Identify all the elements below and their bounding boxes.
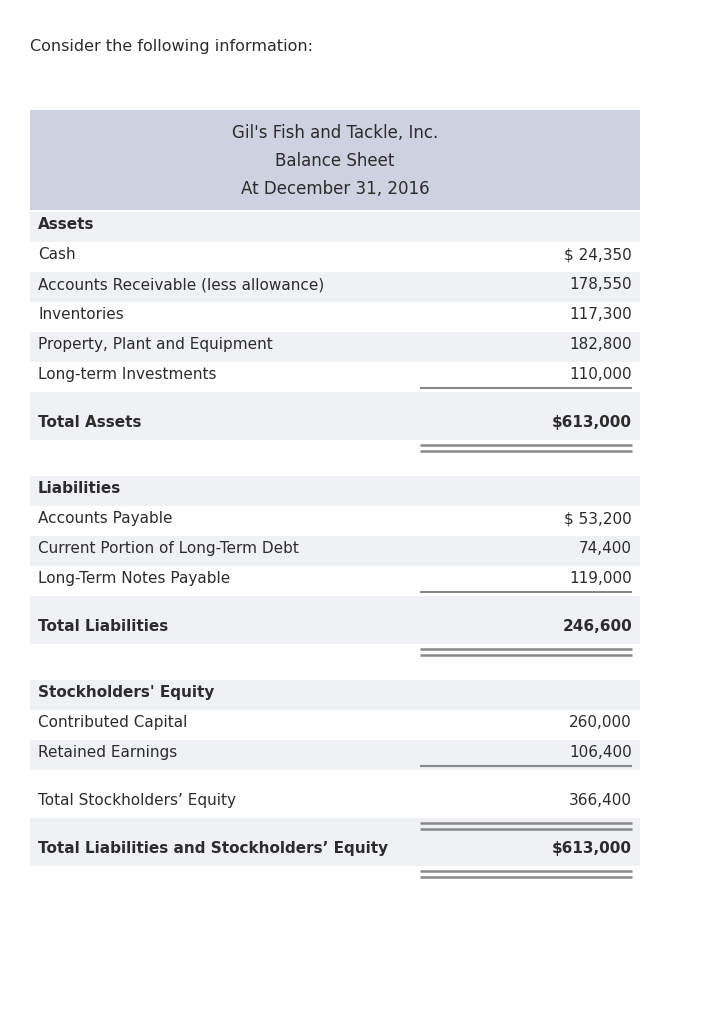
Bar [30,770,640,788]
Bar [30,710,640,740]
Bar [30,506,640,536]
Text: 246,600: 246,600 [563,620,632,635]
Text: Inventories: Inventories [38,307,124,323]
Text: Total Stockholders’ Equity: Total Stockholders’ Equity [38,794,236,808]
Text: 74,400: 74,400 [579,542,632,556]
Bar [30,614,640,644]
Text: Retained Earnings: Retained Earnings [38,745,177,761]
Text: 260,000: 260,000 [569,716,632,730]
Bar [30,836,640,866]
Text: 182,800: 182,800 [569,337,632,352]
Bar [30,644,640,662]
Bar [30,662,640,680]
Bar [30,392,640,410]
Text: 106,400: 106,400 [569,745,632,761]
Text: Gil's Fish and Tackle, Inc.: Gil's Fish and Tackle, Inc. [232,124,438,142]
Text: Consider the following information:: Consider the following information: [30,39,313,54]
Text: Stockholders' Equity: Stockholders' Equity [38,685,214,700]
Bar [30,332,640,362]
Text: Total Assets: Total Assets [38,416,141,430]
Bar [30,740,640,770]
Bar [30,866,640,884]
Text: Long-term Investments: Long-term Investments [38,368,216,382]
Bar [30,272,640,302]
Text: $ 53,200: $ 53,200 [564,511,632,526]
Text: Liabilities: Liabilities [38,481,121,497]
Bar [30,680,640,710]
Text: Property, Plant and Equipment: Property, Plant and Equipment [38,337,273,352]
Text: 366,400: 366,400 [569,794,632,808]
Bar [30,566,640,596]
Bar [30,536,640,566]
Text: Long-Term Notes Payable: Long-Term Notes Payable [38,571,230,587]
Text: Balance Sheet: Balance Sheet [275,152,395,170]
Text: Current Portion of Long-Term Debt: Current Portion of Long-Term Debt [38,542,299,556]
Bar [30,212,640,242]
Text: Contributed Capital: Contributed Capital [38,716,188,730]
Bar [30,302,640,332]
Bar [30,242,640,272]
Text: Assets: Assets [38,217,95,232]
Text: Cash: Cash [38,248,75,262]
Text: At December 31, 2016: At December 31, 2016 [240,180,429,198]
Text: Total Liabilities: Total Liabilities [38,620,168,635]
Bar [30,410,640,440]
Bar [30,788,640,818]
Bar [30,440,640,458]
Text: 119,000: 119,000 [569,571,632,587]
Text: Accounts Payable: Accounts Payable [38,511,172,526]
Bar [30,362,640,392]
Text: 178,550: 178,550 [569,278,632,293]
Bar [30,476,640,506]
Text: Accounts Receivable (less allowance): Accounts Receivable (less allowance) [38,278,324,293]
Bar [30,110,640,210]
Text: 117,300: 117,300 [569,307,632,323]
Bar [30,818,640,836]
Text: $ 24,350: $ 24,350 [564,248,632,262]
Text: 110,000: 110,000 [569,368,632,382]
Text: $613,000: $613,000 [552,842,632,856]
Bar [30,596,640,614]
Text: Total Liabilities and Stockholders’ Equity: Total Liabilities and Stockholders’ Equi… [38,842,388,856]
Text: $613,000: $613,000 [552,416,632,430]
Bar [30,458,640,476]
